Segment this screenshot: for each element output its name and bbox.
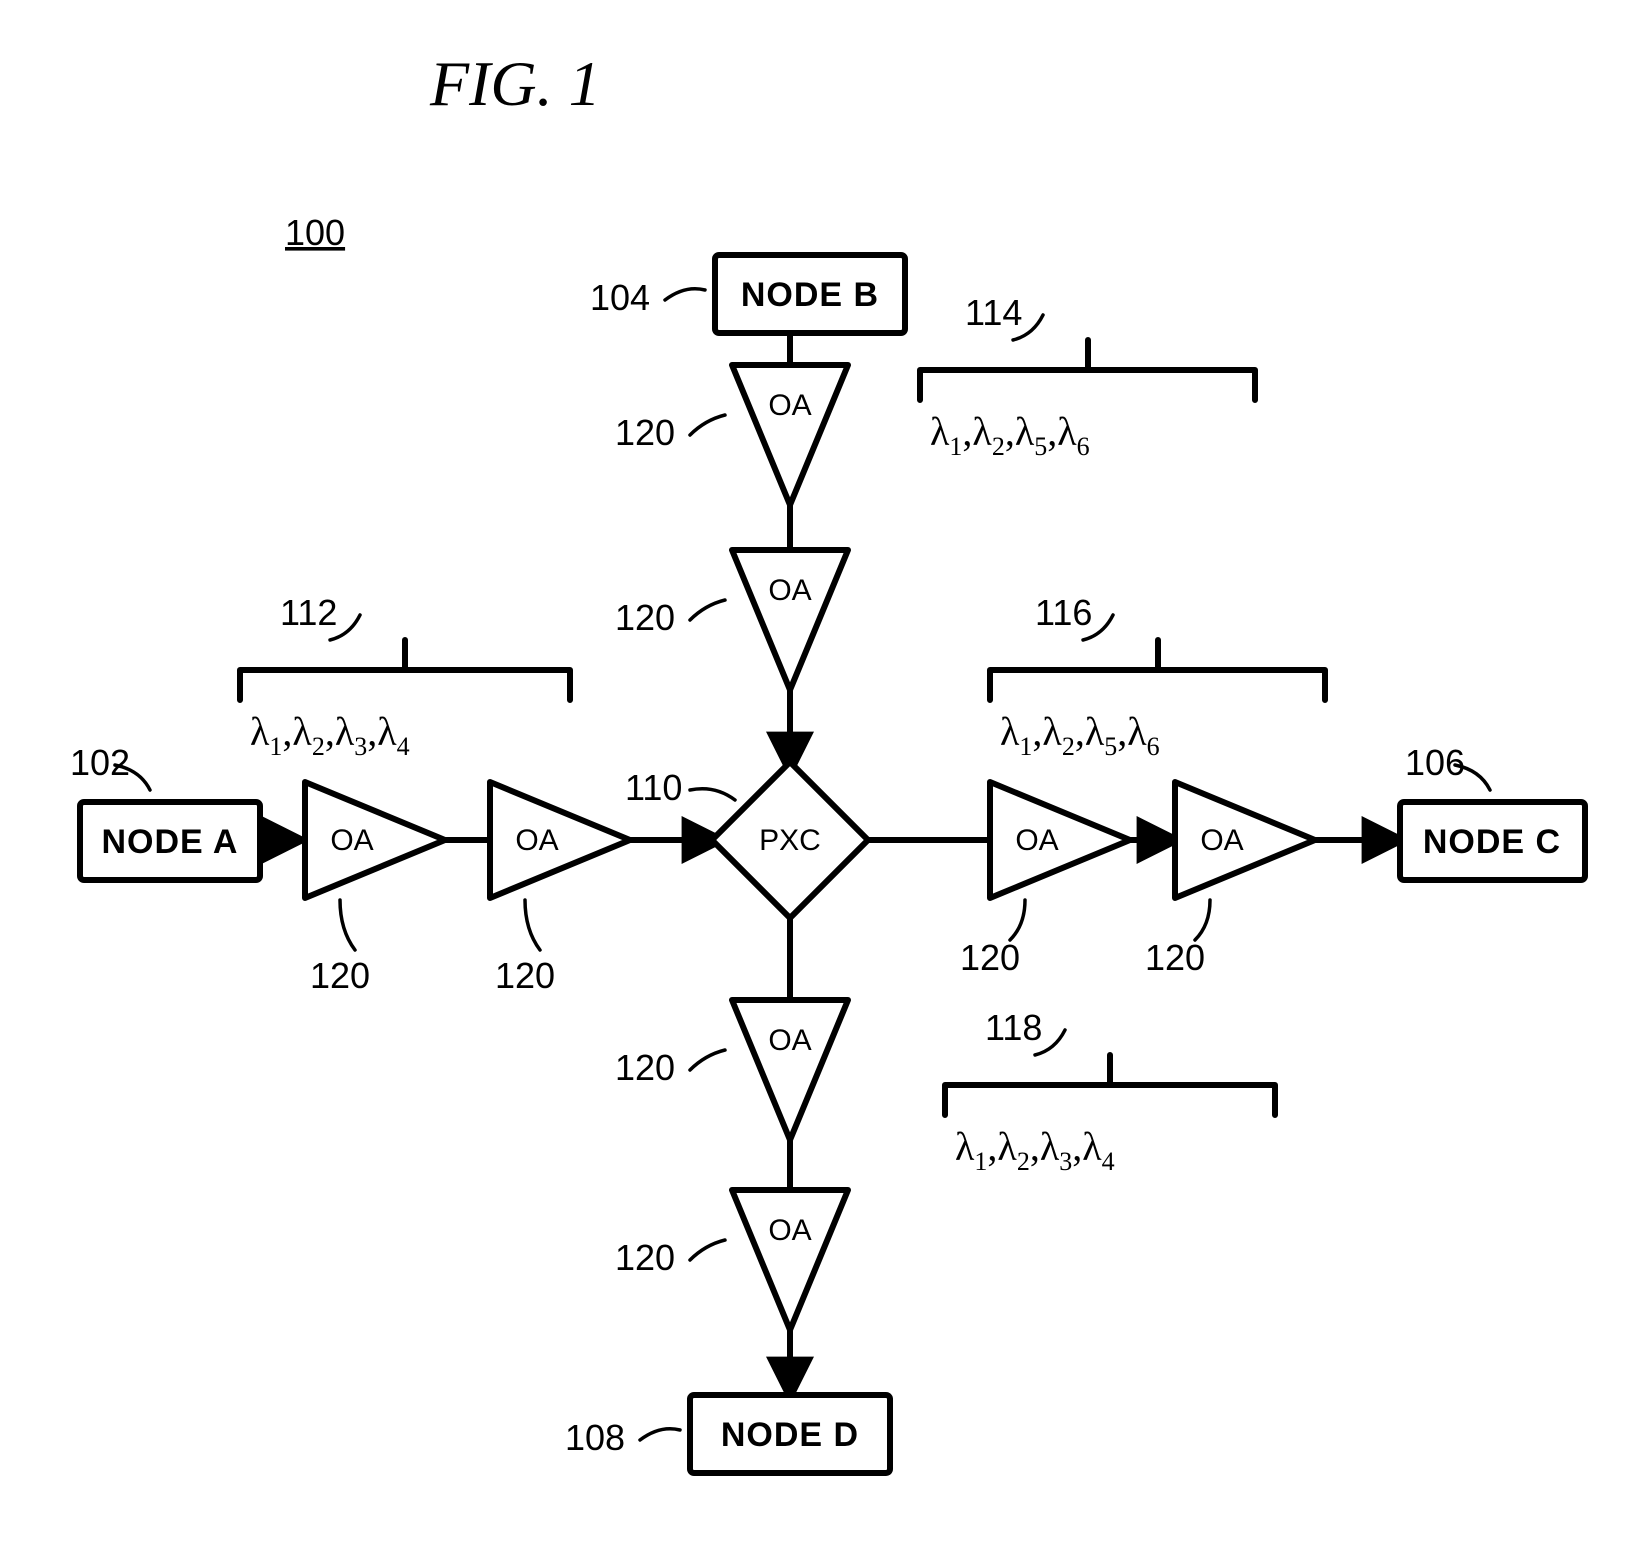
lambda-group-112: 112 λ1,λ2,λ3,λ4 (240, 592, 570, 761)
ref-102: 102 (70, 742, 130, 783)
svg-text:OA: OA (768, 389, 811, 422)
pxc-label: PXC (759, 824, 821, 857)
ref-110: 110 (625, 767, 682, 808)
svg-text:OA: OA (768, 1024, 811, 1057)
ref-104: 104 (590, 277, 650, 318)
svg-text:OA: OA (768, 574, 811, 607)
svg-text:OA: OA (515, 824, 558, 857)
system-ref-label: 100 (285, 212, 345, 253)
lambda-118-text: λ1,λ2,λ3,λ4 (955, 1124, 1115, 1176)
lambda-112-text: λ1,λ2,λ3,λ4 (250, 709, 410, 761)
lambda-116-text: λ1,λ2,λ5,λ6 (1000, 709, 1160, 761)
oa-bottom-2: OA (732, 1190, 848, 1330)
svg-text:OA: OA (1200, 824, 1243, 857)
leader-120-r2 (1195, 900, 1210, 940)
svg-text:OA: OA (768, 1214, 811, 1247)
leader-110 (690, 789, 735, 800)
lambda-group-114: 114 λ1,λ2,λ5,λ6 (920, 292, 1255, 461)
leader-120-b2 (690, 1240, 725, 1260)
node-c: NODE C (1400, 802, 1585, 880)
node-c-label: NODE C (1423, 823, 1561, 861)
pxc: PXC (712, 762, 868, 918)
leader-120-l2 (525, 900, 540, 950)
ref-120-r2: 120 (1145, 937, 1205, 978)
node-d: NODE D (690, 1395, 890, 1473)
oa-right-2: OA (1175, 782, 1315, 898)
ref-114: 114 (965, 292, 1022, 333)
svg-text:OA: OA (1015, 824, 1058, 857)
node-a-label: NODE A (102, 823, 239, 861)
ref-112: 112 (280, 592, 337, 633)
leader-120-t1 (690, 415, 725, 435)
node-a: NODE A (80, 802, 260, 880)
oa-right-1: OA (990, 782, 1130, 898)
leader-120-b1 (690, 1050, 725, 1070)
figure-title: FIG. 1 (429, 48, 601, 119)
ref-120-t1: 120 (615, 412, 675, 453)
ref-120-l2: 120 (495, 955, 555, 996)
ref-116: 116 (1035, 592, 1092, 633)
ref-106: 106 (1405, 742, 1465, 783)
node-d-label: NODE D (721, 1416, 859, 1454)
ref-120-b1: 120 (615, 1047, 675, 1088)
ref-120-t2: 120 (615, 597, 675, 638)
leader-120-l1 (340, 900, 355, 950)
oa-top-2: OA (732, 550, 848, 690)
svg-text:OA: OA (330, 824, 373, 857)
node-b-label: NODE B (741, 276, 879, 314)
lambda-group-116: 116 λ1,λ2,λ5,λ6 (990, 592, 1325, 761)
leader-120-r1 (1010, 900, 1025, 940)
ref-120-b2: 120 (615, 1237, 675, 1278)
oa-top-1: OA (732, 365, 848, 505)
oa-left-2: OA (490, 782, 630, 898)
ref-118: 118 (985, 1007, 1042, 1048)
node-b: NODE B (715, 255, 905, 333)
ref-108: 108 (565, 1417, 625, 1458)
leader-120-t2 (690, 600, 725, 620)
ref-120-l1: 120 (310, 955, 370, 996)
figure-1-diagram: FIG. 1 100 NODE A NODE B NODE C NODE D P… (0, 0, 1638, 1541)
leader-104 (665, 289, 705, 300)
oa-bottom-1: OA (732, 1000, 848, 1140)
lambda-114-text: λ1,λ2,λ5,λ6 (930, 409, 1090, 461)
ref-120-r1: 120 (960, 937, 1020, 978)
lambda-group-118: 118 λ1,λ2,λ3,λ4 (945, 1007, 1275, 1176)
oa-left-1: OA (305, 782, 445, 898)
leader-108 (640, 1429, 680, 1440)
